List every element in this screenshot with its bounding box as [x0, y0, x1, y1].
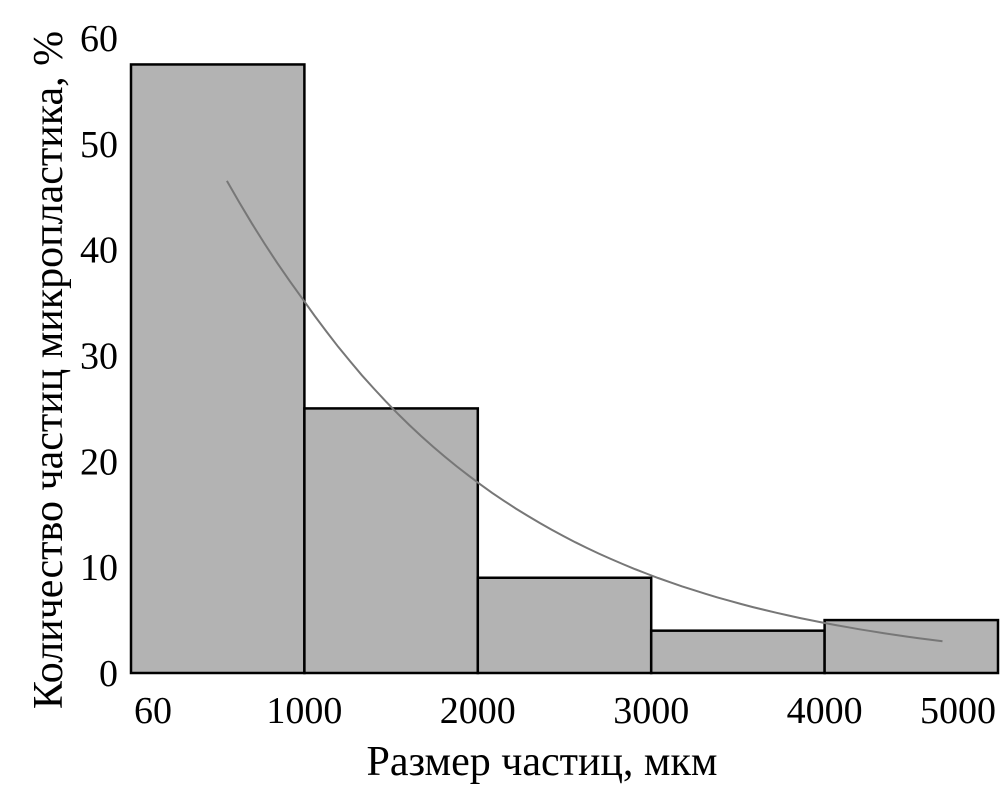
y-tick-label-30: 30 — [80, 336, 118, 378]
x-axis-ticks: 60 1000 2000 3000 4000 5000 — [134, 690, 996, 732]
y-tick-label-0: 0 — [99, 653, 118, 695]
bar-3 — [476, 576, 653, 675]
y-tick-label-60: 60 — [80, 18, 118, 60]
y-tick-label-40: 40 — [80, 230, 118, 272]
y-axis-ticks: 0 10 20 30 40 50 60 — [80, 18, 118, 695]
x-tick-label-2000: 2000 — [440, 690, 516, 732]
bar-1 — [129, 63, 306, 675]
trend-line — [226, 180, 943, 643]
bar-4 — [649, 629, 826, 675]
y-axis-title: Количество частиц микропластика, % — [26, 31, 72, 709]
y-tick-label-50: 50 — [80, 124, 118, 166]
bars-group — [129, 63, 1000, 675]
x-tick-label-4000: 4000 — [787, 690, 863, 732]
x-tick-label-3000: 3000 — [613, 690, 689, 732]
x-tick-label-5000: 5000 — [920, 690, 996, 732]
y-tick-label-10: 10 — [80, 547, 118, 589]
x-tick-label-60: 60 — [134, 690, 172, 732]
y-tick-label-20: 20 — [80, 441, 118, 483]
x-axis-title: Размер частиц, мкм — [367, 739, 718, 785]
bar-2 — [303, 407, 480, 675]
x-tick-label-1000: 1000 — [266, 690, 342, 732]
